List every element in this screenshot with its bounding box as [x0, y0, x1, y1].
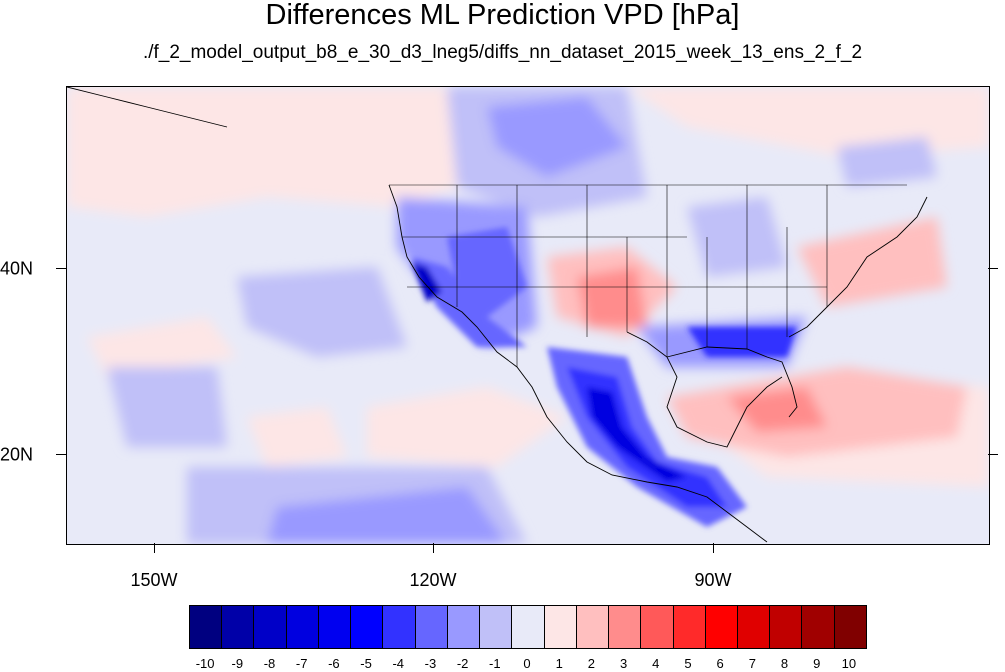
colorbar-swatch [512, 606, 545, 648]
colorbar-label: 1 [555, 656, 563, 671]
colorbar-swatch [705, 606, 738, 648]
map-panel [66, 86, 990, 545]
colorbar-label: -6 [328, 656, 340, 671]
tick-x-120w [433, 543, 434, 553]
colorbar-label: -1 [489, 656, 501, 671]
colorbar-swatch [673, 606, 706, 648]
colorbar-label: 6 [716, 656, 724, 671]
colorbar-label: 10 [841, 656, 857, 671]
tick-y-20n-right [988, 454, 998, 455]
tick-y-40n [56, 268, 66, 269]
colorbar-label: -8 [263, 656, 276, 671]
colorbar-swatch [609, 606, 642, 648]
colorbar-label: -5 [360, 656, 372, 671]
colorbar-label: -9 [231, 656, 244, 671]
colorbar-swatch [576, 606, 610, 648]
colorbar-label: -7 [295, 656, 308, 671]
lon-label-150w: 150W [130, 570, 178, 590]
colorbar-swatch [415, 606, 448, 648]
figure-title: Differences ML Prediction VPD [hPa] [265, 0, 740, 31]
colorbar-swatch [770, 606, 803, 648]
colorbar-swatch [286, 606, 319, 648]
colorbar-label: -3 [424, 656, 437, 671]
colorbar-swatch [447, 606, 481, 648]
colorbar-swatch [641, 606, 674, 648]
colorbar-swatch [544, 606, 577, 648]
lat-label-40n: 40N [0, 258, 34, 279]
colorbar-swatch [254, 606, 287, 648]
colorbar-label: 9 [813, 656, 821, 671]
lon-label-120w: 120W [409, 570, 457, 590]
colorbar-label: 3 [619, 656, 628, 671]
difference-field [67, 87, 989, 544]
tick-y-20n [56, 454, 66, 455]
colorbar-swatch [737, 606, 771, 648]
colorbar-swatch [222, 606, 255, 648]
colorbar-swatch [383, 606, 416, 648]
colorbar-swatch [802, 606, 835, 648]
colorbar-swatch [834, 606, 866, 648]
state-borders [389, 184, 907, 367]
colorbar-label: -2 [456, 656, 469, 671]
colorbar [189, 605, 867, 649]
colorbar-swatch [351, 606, 384, 648]
colorbar-swatch [480, 606, 513, 648]
colorbar-label: 2 [587, 656, 595, 671]
lat-label-20n: 20N [0, 444, 34, 465]
strong-negative-field [412, 227, 797, 527]
colorbar-label: 7 [748, 656, 756, 671]
colorbar-swatch [190, 606, 223, 648]
colorbar-label: 4 [652, 656, 660, 671]
vpd-difference-map [67, 87, 989, 544]
lon-label-90w: 90W [694, 570, 732, 590]
coastlines [67, 87, 928, 543]
colorbar-label: -4 [392, 656, 405, 671]
figure-subtitle: ./f_2_model_output_b8_e_30_d3_lneg5/diff… [142, 42, 863, 63]
colorbar-label: 8 [780, 656, 789, 671]
colorbar-label: 5 [684, 656, 692, 671]
colorbar-swatch [318, 606, 352, 648]
colorbar-label: 0 [523, 656, 531, 671]
tick-x-150w [154, 543, 155, 553]
tick-y-40n-right [988, 268, 998, 269]
tick-x-90w [713, 543, 714, 553]
colorbar-label: -10 [195, 656, 215, 671]
